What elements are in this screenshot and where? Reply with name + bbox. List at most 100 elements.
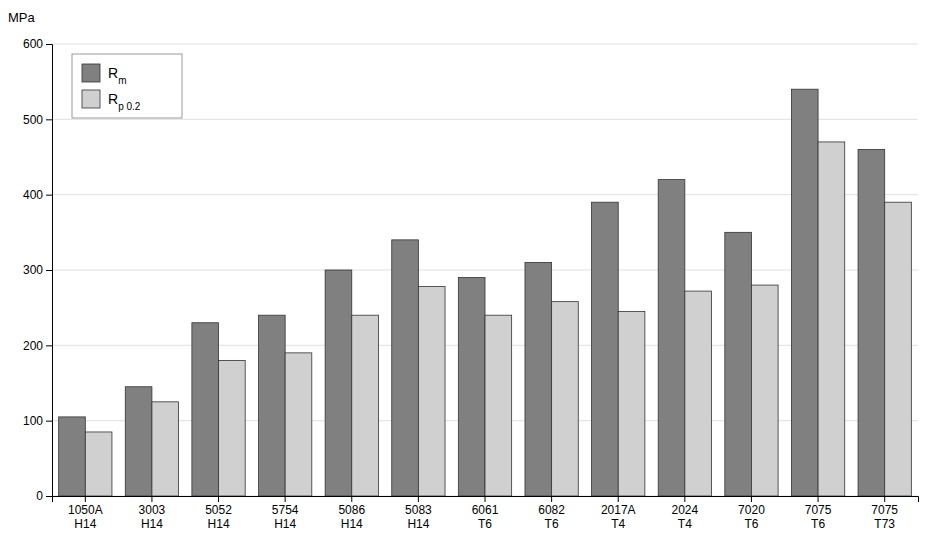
- y-axis-title: MPa: [8, 10, 36, 25]
- x-tick-label: 7020T6: [738, 503, 765, 531]
- x-tick: 5086H14: [338, 496, 365, 531]
- y-axis: 0 100 200 300 400 500 600: [23, 37, 53, 503]
- bar: [192, 323, 219, 496]
- bars: [59, 89, 912, 496]
- x-tick-mark: [551, 496, 552, 502]
- legend-frame: [72, 54, 182, 118]
- bar: [285, 353, 312, 496]
- chart-svg: 0 100 200 300 400 500 600 1050AH14 3003H14 5052H1…: [0, 0, 938, 548]
- y-tick-label: 0: [36, 489, 43, 503]
- grid: [52, 44, 918, 496]
- y-tick: 100: [23, 414, 52, 428]
- y-tick-mark: [46, 496, 52, 497]
- legend-item: Rp 0.2: [82, 90, 141, 111]
- x-tick: 5083H14: [405, 496, 432, 531]
- bar: [725, 232, 752, 496]
- y-tick-label: 300: [23, 263, 43, 277]
- x-tick-mark: [218, 496, 219, 502]
- legend-label: Rm: [108, 65, 126, 86]
- y-tick: 500: [23, 113, 52, 127]
- x-tick-mark: [418, 496, 419, 502]
- x-tick-mark: [351, 496, 352, 502]
- y-tick-label: 600: [23, 37, 43, 51]
- y-tick-mark: [46, 421, 52, 422]
- x-tick-label: 7075T73: [871, 503, 898, 531]
- bar: [259, 315, 286, 496]
- bar: [592, 202, 619, 496]
- y-tick-label: 500: [23, 113, 43, 127]
- y-tick: 400: [23, 188, 52, 202]
- y-tick-mark: [46, 270, 52, 271]
- x-tick-mark: [818, 496, 819, 502]
- x-tick-label: 6061T6: [472, 503, 499, 531]
- x-tick-label: 7075T6: [805, 503, 832, 531]
- x-tick: 7075T6: [805, 496, 832, 531]
- bar: [658, 180, 685, 496]
- bar: [885, 202, 912, 496]
- bar: [858, 149, 885, 496]
- x-tick: 5052H14: [205, 496, 232, 531]
- x-tick-label: 2024T4: [671, 503, 698, 531]
- grid-line: [52, 119, 918, 120]
- x-tick: 3003H14: [139, 496, 166, 531]
- bar: [458, 278, 485, 496]
- x-axis: 1050AH14 3003H14 5052H14 5754H14 5086H14 5083…: [53, 496, 919, 531]
- x-tick-label: 2017AT4: [601, 503, 636, 531]
- x-tick: 1050AH14: [68, 496, 103, 531]
- x-tick-label: 5083H14: [405, 503, 432, 531]
- x-tick-mark: [684, 496, 685, 502]
- x-tick: 5754H14: [272, 496, 299, 531]
- y-axis-line: [46, 45, 53, 497]
- bar: [219, 360, 246, 496]
- x-tick-mark: [285, 496, 286, 502]
- x-tick: 7020T6: [738, 496, 765, 531]
- bar: [618, 311, 645, 496]
- x-axis-line: [53, 497, 919, 503]
- legend: Rm Rp 0.2: [72, 54, 182, 118]
- x-tick-mark: [751, 496, 752, 502]
- bar: [418, 287, 445, 496]
- x-tick: 6082T6: [538, 496, 565, 531]
- y-tick-label: 400: [23, 188, 43, 202]
- plot-area: 0 100 200 300 400 500 600 1050AH14 3003H14 5052H1…: [23, 37, 919, 531]
- y-tick-mark: [46, 119, 52, 120]
- legend-swatch: [82, 90, 100, 108]
- bar: [125, 387, 152, 496]
- x-tick: 7075T73: [871, 496, 898, 531]
- x-tick: 2024T4: [671, 496, 698, 531]
- y-tick-mark: [46, 44, 52, 45]
- bar: [791, 89, 818, 496]
- x-tick-label: 5052H14: [205, 503, 232, 531]
- bar: [552, 302, 579, 496]
- y-tick-label: 200: [23, 339, 43, 353]
- bar: [352, 315, 379, 496]
- grid-line: [52, 194, 918, 195]
- y-tick: 200: [23, 339, 52, 353]
- bar: [818, 142, 845, 496]
- bar-series: [85, 142, 911, 496]
- legend-item: Rm: [82, 64, 126, 85]
- bar: [85, 432, 112, 496]
- bar: [59, 417, 86, 496]
- x-tick-label: 3003H14: [139, 503, 166, 531]
- bar-series: [59, 89, 885, 496]
- grid-line: [52, 44, 918, 45]
- y-tick-mark: [46, 345, 52, 346]
- x-tick-label: 1050AH14: [68, 503, 103, 531]
- x-tick-mark: [85, 496, 86, 502]
- y-tick-mark: [46, 195, 52, 196]
- x-tick-mark: [151, 496, 152, 502]
- x-tick-label: 6082T6: [538, 503, 565, 531]
- x-tick-mark: [485, 496, 486, 502]
- chart-container: 0 100 200 300 400 500 600 1050AH14 3003H14 5052H1…: [0, 0, 938, 548]
- y-tick-label: 100: [23, 414, 43, 428]
- x-tick: 6061T6: [472, 496, 499, 531]
- bar: [751, 285, 778, 496]
- y-tick: 0: [36, 489, 52, 503]
- grid-line: [52, 270, 918, 271]
- bar: [325, 270, 352, 496]
- x-tick-label: 5086H14: [338, 503, 365, 531]
- legend-swatch: [82, 64, 100, 82]
- bar: [685, 291, 712, 496]
- x-tick-label: 5754H14: [272, 503, 299, 531]
